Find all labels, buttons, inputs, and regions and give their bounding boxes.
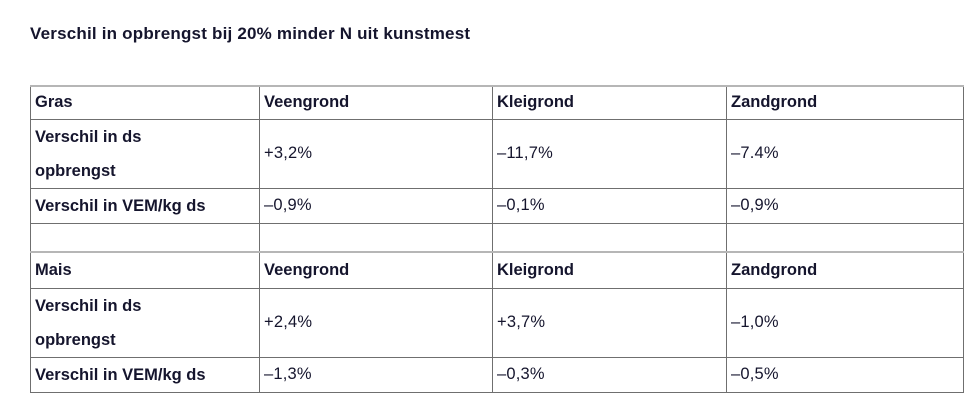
value-cell: –0,9% xyxy=(259,187,493,224)
row-label-ds-opbrengst: Verschil in ds opbrengst xyxy=(30,118,260,189)
gras-ds-row: Verschil in ds opbrengst +3,2% –11,7% –7… xyxy=(30,118,964,189)
value-cell: –11,7% xyxy=(492,118,727,189)
col-header-mais: Mais xyxy=(30,251,260,289)
row-label-text: Verschil in ds opbrengst xyxy=(35,296,142,349)
empty-cell xyxy=(492,222,727,253)
value-cell: –1,3% xyxy=(259,356,493,393)
yield-difference-table: Gras Veengrond Kleigrond Zandgrond Versc… xyxy=(30,85,964,393)
gras-vem-row: Verschil in VEM/kg ds –0,9% –0,1% –0,9% xyxy=(30,187,964,224)
section-spacer-row xyxy=(30,222,964,253)
empty-cell xyxy=(726,222,964,253)
value-cell: –0,1% xyxy=(492,187,727,224)
mais-ds-row: Verschil in ds opbrengst +2,4% +3,7% –1,… xyxy=(30,287,964,358)
col-header-kleigrond: Kleigrond xyxy=(492,251,727,289)
row-label-vem: Verschil in VEM/kg ds xyxy=(30,187,260,224)
empty-cell xyxy=(30,222,260,253)
value-cell: –7.4% xyxy=(726,118,964,189)
mais-header-row: Mais Veengrond Kleigrond Zandgrond xyxy=(30,251,964,289)
gras-header-row: Gras Veengrond Kleigrond Zandgrond xyxy=(30,85,964,120)
row-label-vem: Verschil in VEM/kg ds xyxy=(30,356,260,393)
value-cell: –1,0% xyxy=(726,287,964,358)
value-cell: +2,4% xyxy=(259,287,493,358)
page-title: Verschil in opbrengst bij 20% minder N u… xyxy=(30,24,471,43)
col-header-zandgrond: Zandgrond xyxy=(726,85,964,120)
value-cell: –0,3% xyxy=(492,356,727,393)
value-cell: –0,9% xyxy=(726,187,964,224)
empty-cell xyxy=(259,222,493,253)
mais-vem-row: Verschil in VEM/kg ds –1,3% –0,3% –0,5% xyxy=(30,356,964,393)
row-label-text: Verschil in ds opbrengst xyxy=(35,127,142,180)
col-header-veengrond: Veengrond xyxy=(259,85,493,120)
col-header-kleigrond: Kleigrond xyxy=(492,85,727,120)
row-label-ds-opbrengst: Verschil in ds opbrengst xyxy=(30,287,260,358)
value-cell: +3,2% xyxy=(259,118,493,189)
col-header-zandgrond: Zandgrond xyxy=(726,251,964,289)
col-header-gras: Gras xyxy=(30,85,260,120)
value-cell: +3,7% xyxy=(492,287,727,358)
col-header-veengrond: Veengrond xyxy=(259,251,493,289)
value-cell: –0,5% xyxy=(726,356,964,393)
